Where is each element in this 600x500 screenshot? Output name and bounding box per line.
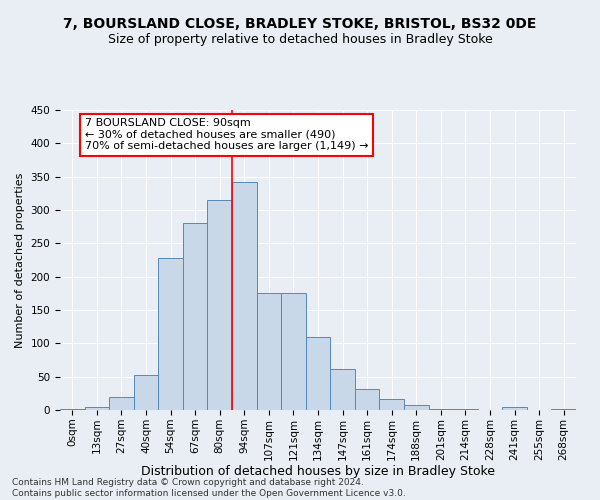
Bar [330,368,355,410]
Bar [428,408,453,410]
Bar [232,182,257,410]
Bar [306,336,330,410]
Bar [379,400,404,410]
Bar [158,258,183,410]
Bar [453,408,478,410]
Bar [281,292,306,410]
Bar [404,404,428,410]
Text: 7 BOURSLAND CLOSE: 90sqm
← 30% of detached houses are smaller (490)
70% of semi-: 7 BOURSLAND CLOSE: 90sqm ← 30% of detach… [85,118,368,151]
Bar [551,408,576,410]
Bar [109,396,134,410]
Bar [60,408,85,410]
Bar [134,374,158,410]
Text: 7, BOURSLAND CLOSE, BRADLEY STOKE, BRISTOL, BS32 0DE: 7, BOURSLAND CLOSE, BRADLEY STOKE, BRIST… [64,18,536,32]
Bar [208,200,232,410]
Bar [257,292,281,410]
Y-axis label: Number of detached properties: Number of detached properties [15,172,25,348]
Text: Size of property relative to detached houses in Bradley Stoke: Size of property relative to detached ho… [107,32,493,46]
X-axis label: Distribution of detached houses by size in Bradley Stoke: Distribution of detached houses by size … [141,466,495,478]
Bar [502,406,527,410]
Bar [85,406,109,410]
Bar [355,390,379,410]
Bar [183,224,208,410]
Text: Contains HM Land Registry data © Crown copyright and database right 2024.
Contai: Contains HM Land Registry data © Crown c… [12,478,406,498]
